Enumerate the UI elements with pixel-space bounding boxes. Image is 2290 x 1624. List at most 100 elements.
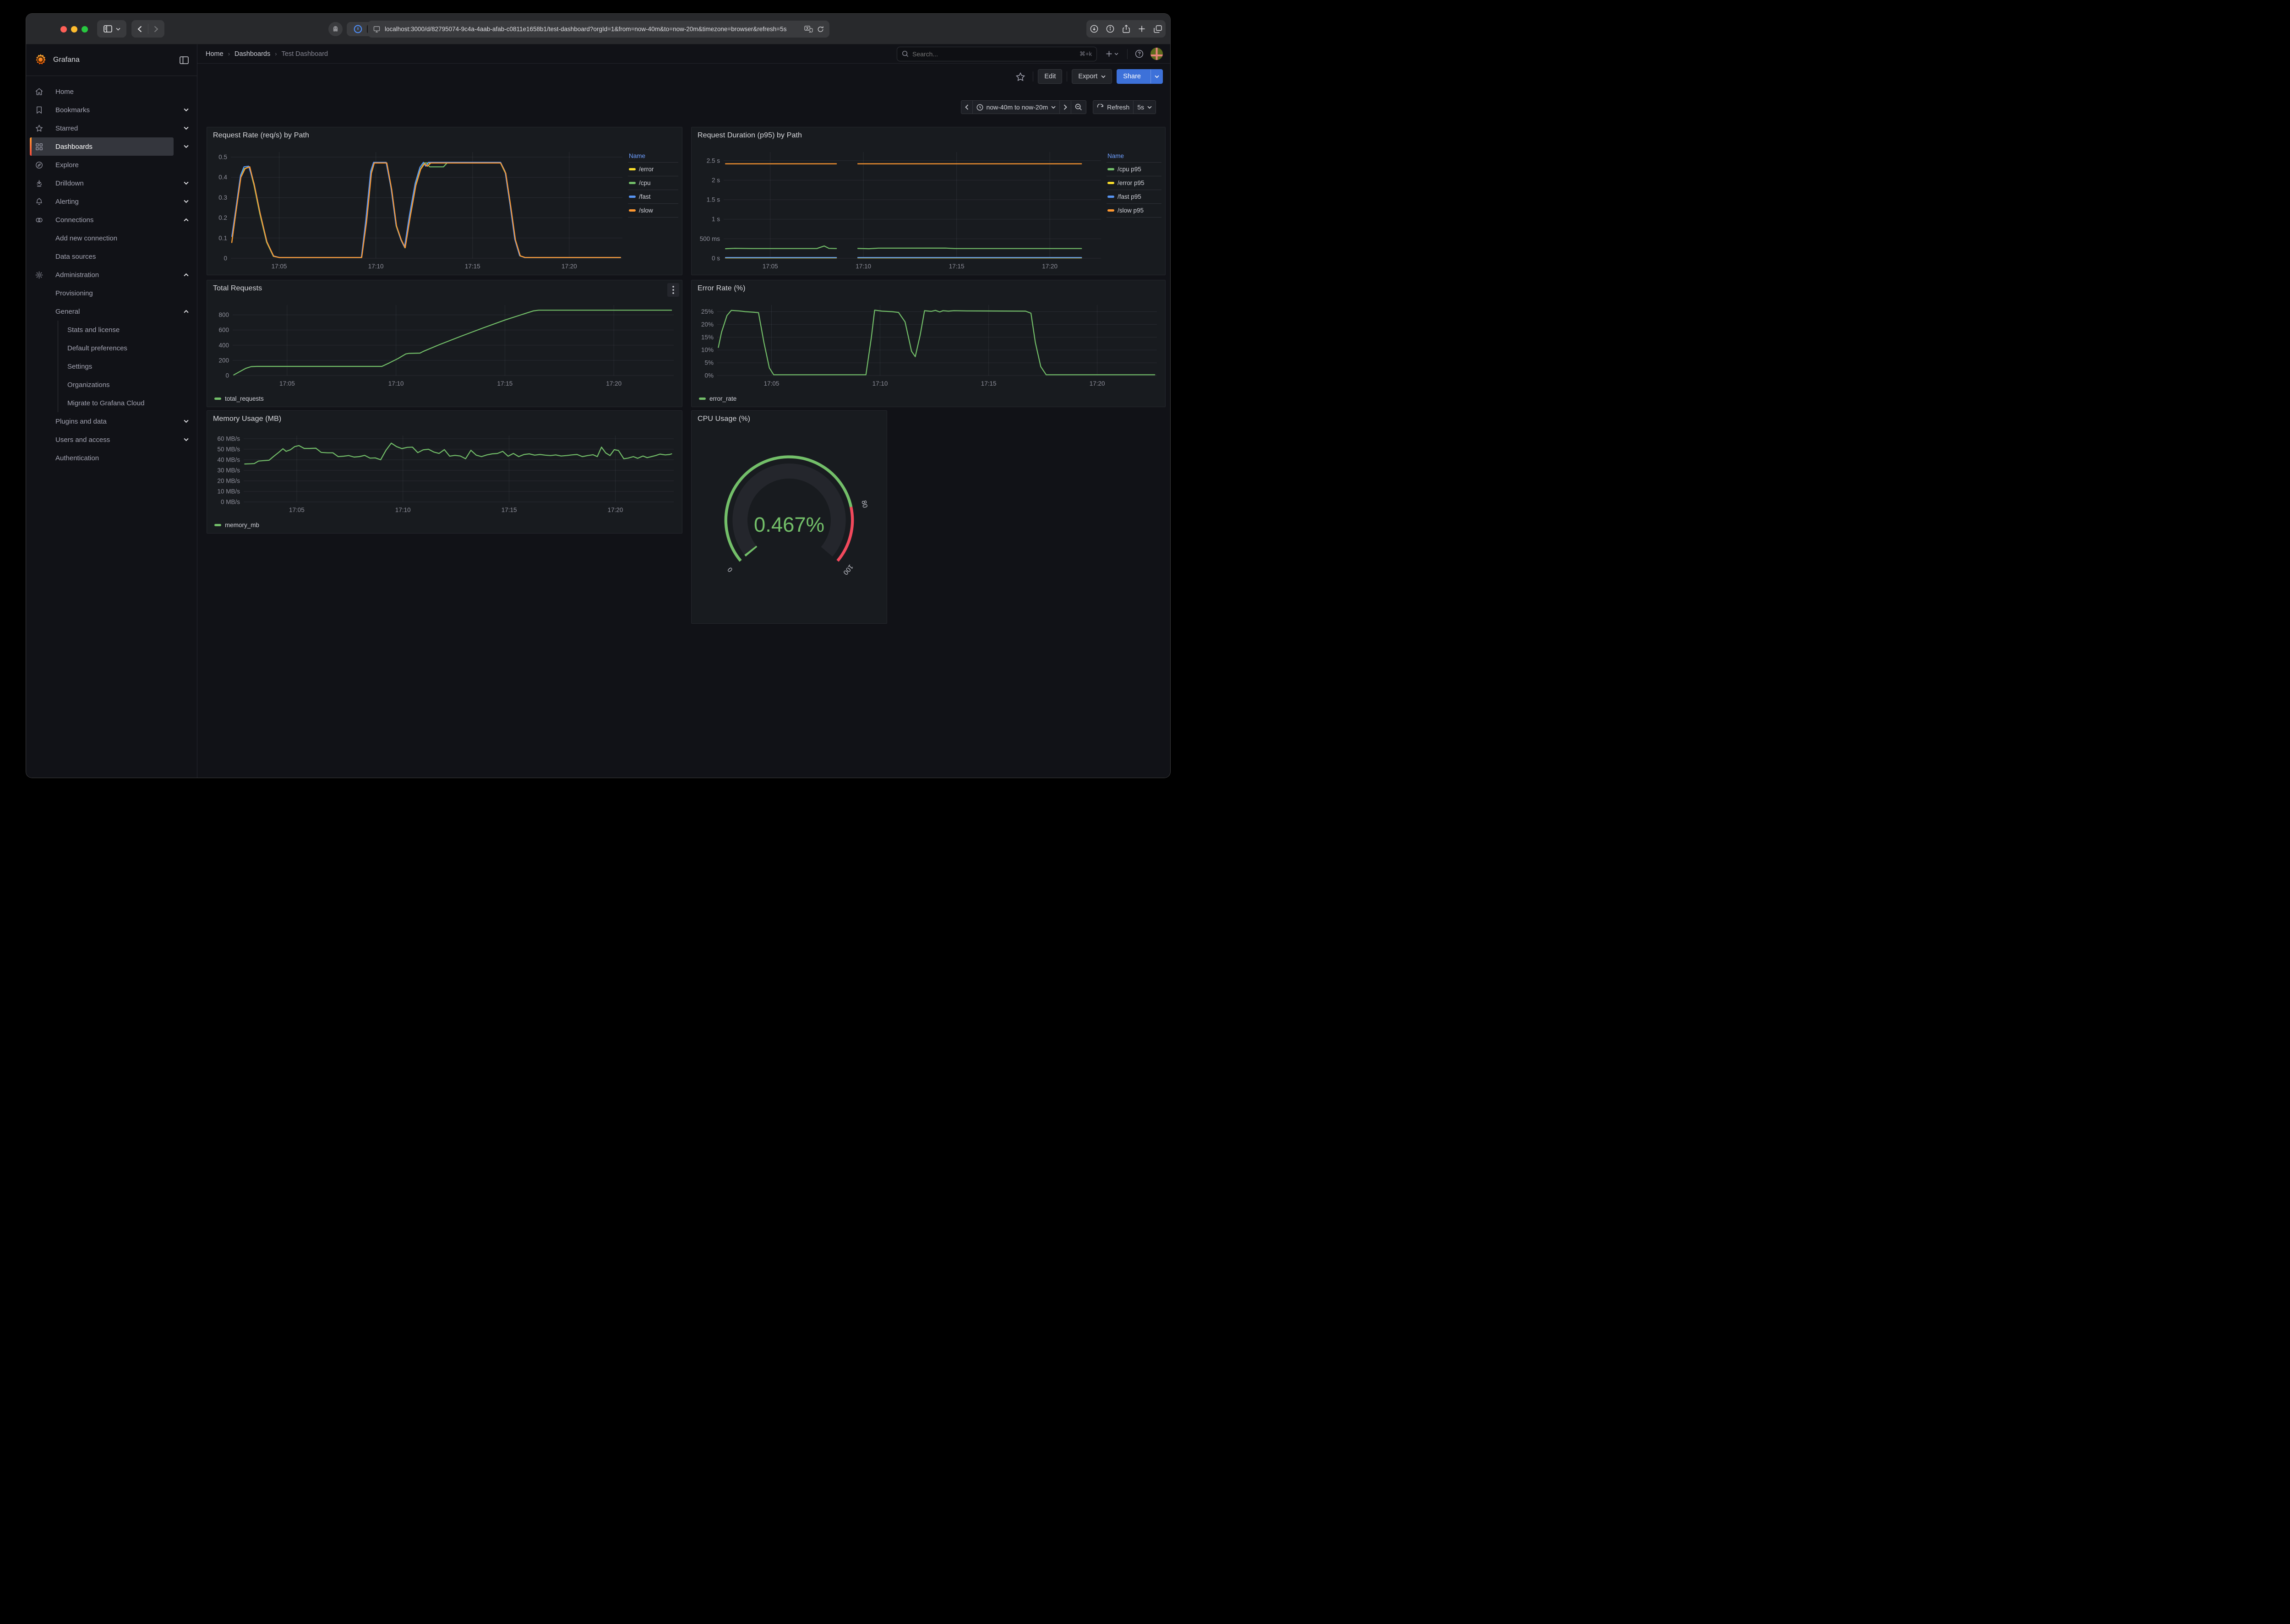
refresh-interval: 5s — [1137, 104, 1144, 111]
panel-total-requests[interactable]: Total Requests 020040060080017:0517:1017… — [207, 280, 682, 407]
sidebar-item-organizations[interactable]: Organizations — [26, 376, 197, 394]
sidebar-item-plugins-and-data[interactable]: Plugins and data — [26, 412, 197, 431]
sidebar-item-home[interactable]: Home — [26, 82, 197, 101]
breadcrumb-home[interactable]: Home — [206, 50, 224, 58]
memory-usage-chart: 0 MB/s10 MB/s20 MB/s30 MB/s40 MB/s50 MB/… — [210, 424, 677, 517]
panel-error-rate[interactable]: Error Rate (%) 0%5%10%15%20%25%17:0517:1… — [691, 280, 1166, 407]
sidebar-item-administration[interactable]: Administration — [26, 266, 197, 284]
svg-text:17:20: 17:20 — [1090, 380, 1105, 387]
help-button[interactable] — [1132, 47, 1146, 61]
zoom-out-time-button[interactable] — [1071, 100, 1086, 114]
minimize-window-button[interactable] — [71, 26, 77, 33]
breadcrumb-dashboards[interactable]: Dashboards — [234, 50, 270, 58]
sidebar-item-general[interactable]: General — [26, 302, 197, 321]
user-avatar[interactable] — [1150, 48, 1163, 60]
chevron-down-icon[interactable] — [181, 142, 191, 152]
sidebar-item-stats-and-license[interactable]: Stats and license — [26, 321, 197, 339]
legend-item-slow[interactable]: /slow — [628, 203, 678, 217]
share-icon[interactable] — [1118, 25, 1134, 33]
search-input[interactable] — [912, 50, 1076, 58]
chevron-down-icon — [1101, 75, 1106, 78]
sidebar-item-add-new-connection[interactable]: Add new connection — [26, 229, 197, 247]
tabs-icon[interactable] — [1150, 25, 1166, 33]
bell-icon — [35, 197, 44, 206]
download-icon[interactable] — [1086, 25, 1102, 33]
url-bar[interactable]: localhost:3000/d/82795074-9c4a-4aab-afab… — [368, 21, 829, 38]
grafana-app: Grafana HomeBookmarksStarredDashboardsEx… — [26, 44, 1170, 778]
chevron-up-icon[interactable] — [181, 270, 191, 280]
star-dashboard-button[interactable] — [1013, 72, 1028, 81]
panel-request-duration[interactable]: Request Duration (p95) by Path 0 s500 ms… — [691, 127, 1166, 275]
svg-text:17:20: 17:20 — [1042, 263, 1058, 270]
chevron-down-icon[interactable] — [181, 196, 191, 207]
refresh-button[interactable]: Refresh — [1093, 100, 1134, 114]
legend-item-error-rate[interactable]: error_rate — [709, 395, 736, 402]
chevron-down-icon[interactable] — [181, 435, 191, 445]
close-window-button[interactable] — [60, 26, 67, 33]
svg-text:0.5: 0.5 — [218, 154, 227, 161]
export-button[interactable]: Export — [1072, 69, 1112, 84]
panel-memory-usage[interactable]: Memory Usage (MB) 0 MB/s10 MB/s20 MB/s30… — [207, 410, 682, 534]
info-icon[interactable] — [1102, 25, 1118, 33]
sidebar-item-connections[interactable]: Connections — [26, 211, 197, 229]
sidebar-item-starred[interactable]: Starred — [26, 119, 197, 137]
sidebar-item-data-sources[interactable]: Data sources — [26, 247, 197, 266]
edit-button[interactable]: Edit — [1038, 69, 1062, 84]
chevron-down-icon[interactable] — [181, 105, 191, 115]
legend-item-error[interactable]: /error — [628, 162, 678, 176]
sidebar-item-alerting[interactable]: Alerting — [26, 192, 197, 211]
sidebar-item-explore[interactable]: Explore — [26, 156, 197, 174]
sidebar-item-drilldown[interactable]: Drilldown — [26, 174, 197, 192]
svg-text:17:05: 17:05 — [279, 380, 295, 387]
breadcrumb-separator: › — [228, 50, 230, 57]
legend-item-error-p95[interactable]: /error p95 — [1107, 176, 1161, 190]
legend-item-cpu-p95[interactable]: /cpu p95 — [1107, 162, 1161, 176]
reload-icon[interactable] — [817, 26, 824, 33]
sidebar-item-dashboards[interactable]: Dashboards — [26, 137, 197, 156]
time-shift-forward-button[interactable] — [1060, 100, 1071, 114]
translate-icon[interactable] — [804, 26, 813, 33]
browser-sidebar-toggle[interactable] — [97, 20, 126, 38]
chevron-down-icon[interactable] — [181, 178, 191, 188]
legend-item-total-requests[interactable]: total_requests — [225, 395, 264, 402]
chevron-down-icon[interactable] — [181, 123, 191, 133]
time-range-picker[interactable]: now-40m to now-20m — [973, 100, 1060, 114]
legend-item-slow-p95[interactable]: /slow p95 — [1107, 203, 1161, 217]
sidebar-item-authentication[interactable]: Authentication — [26, 449, 197, 467]
chevron-up-icon[interactable] — [181, 306, 191, 316]
sidebar-item-bookmarks[interactable]: Bookmarks — [26, 101, 197, 119]
search-box[interactable]: ⌘+k — [897, 47, 1097, 61]
legend-header[interactable]: Name — [1107, 151, 1161, 162]
back-button[interactable] — [132, 26, 148, 33]
ghostery-extension-icon[interactable] — [328, 22, 343, 36]
onepassword-extension-icon[interactable] — [354, 25, 362, 33]
panel-cpu-usage[interactable]: CPU Usage (%) 0801000.467% — [691, 410, 887, 624]
sidebar-item-migrate-to-grafana-cloud[interactable]: Migrate to Grafana Cloud — [26, 394, 197, 412]
forward-button[interactable] — [148, 26, 164, 33]
legend-header[interactable]: Name — [628, 151, 678, 162]
share-button[interactable]: Share — [1117, 70, 1147, 83]
refresh-interval-picker[interactable]: 5s — [1134, 100, 1156, 114]
legend-item-fast-p95[interactable]: /fast p95 — [1107, 190, 1161, 203]
svg-text:2.5 s: 2.5 s — [707, 157, 720, 164]
chevron-up-icon[interactable] — [181, 215, 191, 225]
add-new-button[interactable] — [1101, 47, 1123, 61]
sidebar-item-label: Bookmarks — [55, 106, 90, 114]
panel-request-rate[interactable]: Request Rate (req/s) by Path 00.10.20.30… — [207, 127, 682, 275]
time-shift-back-button[interactable] — [961, 100, 973, 114]
sidebar-item-settings[interactable]: Settings — [26, 357, 197, 376]
sidebar-item-default-preferences[interactable]: Default preferences — [26, 339, 197, 357]
sidebar-item-provisioning[interactable]: Provisioning — [26, 284, 197, 302]
svg-text:0.1: 0.1 — [218, 234, 227, 241]
svg-text:50 MB/s: 50 MB/s — [217, 446, 240, 452]
legend-item-cpu[interactable]: /cpu — [628, 176, 678, 190]
new-tab-icon[interactable] — [1134, 25, 1150, 33]
legend-item-fast[interactable]: /fast — [628, 190, 678, 203]
sidebar-item-users-and-access[interactable]: Users and access — [26, 431, 197, 449]
collapse-sidebar-icon[interactable] — [180, 56, 189, 64]
legend-item-memory-mb[interactable]: memory_mb — [225, 522, 259, 529]
chevron-down-icon[interactable] — [181, 416, 191, 426]
svg-text:5%: 5% — [704, 360, 714, 366]
share-menu-button[interactable] — [1150, 70, 1162, 83]
zoom-window-button[interactable] — [82, 26, 88, 33]
